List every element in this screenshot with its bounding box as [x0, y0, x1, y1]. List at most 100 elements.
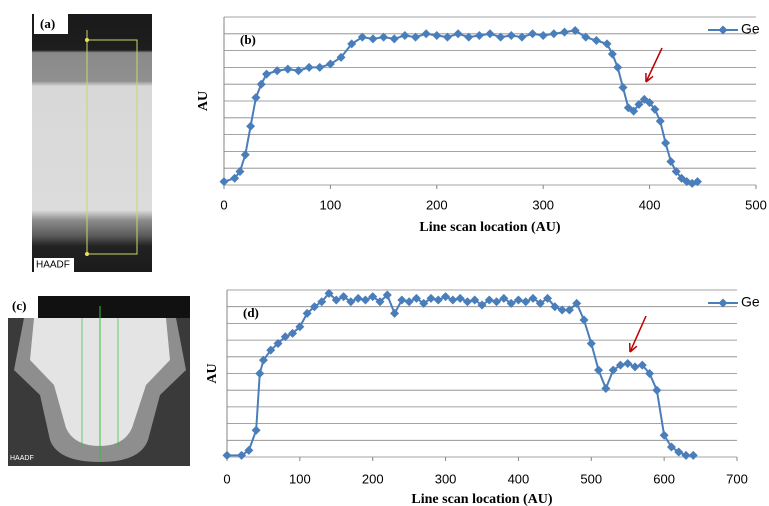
data-point [692, 177, 702, 187]
data-point [549, 29, 559, 39]
data-point [237, 450, 247, 460]
annotation-arrowhead [645, 72, 654, 83]
data-point [652, 385, 662, 395]
data-point [543, 293, 553, 303]
data-point [295, 322, 305, 332]
data-point [455, 293, 465, 303]
x-tick-label: 100 [289, 471, 311, 486]
chart-title: (b) [240, 32, 256, 47]
data-point [379, 32, 389, 42]
data-point [404, 297, 414, 307]
data-point [462, 297, 472, 307]
data-point [235, 167, 245, 177]
x-axis-label: Line scan location (AU) [411, 492, 553, 506]
data-point [315, 62, 325, 72]
legend-marker [718, 298, 728, 308]
data-point [309, 302, 319, 312]
data-point [474, 30, 484, 40]
x-axis-label: Line scan location (AU) [419, 220, 561, 235]
annotation-arrow [645, 47, 663, 83]
data-point [244, 445, 254, 455]
data-point [591, 36, 601, 46]
data-point [382, 290, 392, 300]
data-point [521, 297, 531, 307]
data-point [645, 369, 655, 378]
x-tick-label: 200 [362, 471, 384, 486]
data-point [618, 83, 628, 93]
data-point [360, 295, 370, 305]
legend-label: Ge [741, 294, 760, 310]
data-point [655, 116, 665, 126]
data-point [251, 93, 261, 103]
x-tick-label: 300 [532, 197, 554, 212]
panel-label: (a) [40, 16, 55, 31]
data-point [666, 442, 676, 452]
data-point [258, 355, 268, 365]
data-point [251, 425, 261, 435]
data-point [453, 29, 463, 39]
data-point [317, 297, 327, 307]
data-point [645, 98, 655, 108]
data-point [499, 293, 509, 303]
data-point [230, 173, 240, 183]
x-tick-label: 500 [580, 471, 602, 486]
data-point [256, 79, 266, 89]
data-point [602, 39, 612, 49]
data-point [280, 332, 290, 342]
data-point [681, 450, 691, 460]
data-point [517, 32, 527, 42]
data-point [347, 39, 357, 49]
image-c [8, 296, 190, 466]
data-point [421, 29, 431, 39]
data-line [227, 291, 694, 457]
data-point [272, 66, 282, 76]
image-caption: HAADF [36, 260, 70, 271]
chart-title: (d) [243, 305, 259, 320]
x-tick-label: 600 [653, 471, 675, 486]
data-point [368, 292, 378, 302]
data-point [559, 27, 569, 37]
data-point [550, 302, 560, 312]
x-tick-label: 700 [726, 471, 748, 486]
data-point [484, 295, 494, 305]
legend-label: Ge [741, 21, 760, 37]
data-point [634, 99, 644, 109]
data-point [477, 300, 487, 310]
y-axis-label: AU [196, 91, 211, 111]
x-tick-label: 200 [426, 197, 448, 212]
data-point [608, 365, 618, 375]
data-point [288, 328, 298, 338]
data-point [389, 34, 399, 44]
x-tick-label: 0 [220, 197, 227, 212]
data-point [304, 62, 314, 72]
data-point [528, 293, 538, 303]
data-point [448, 295, 458, 305]
data-point [419, 298, 429, 308]
data-point [513, 295, 523, 305]
data-point [688, 450, 698, 460]
legend-marker [718, 25, 728, 35]
data-point [441, 292, 451, 302]
data-point [219, 177, 229, 187]
data-point [492, 297, 502, 307]
data-point [557, 305, 567, 315]
data-point [601, 384, 611, 394]
data-point [506, 298, 516, 308]
data-point [630, 362, 640, 372]
data-point [637, 360, 647, 370]
data-point [659, 430, 669, 440]
data-point [594, 365, 604, 375]
x-tick-label: 0 [223, 471, 230, 486]
x-tick-label: 300 [435, 471, 457, 486]
data-point [671, 167, 681, 177]
data-point [528, 29, 538, 39]
data-point [607, 49, 617, 59]
data-point [346, 297, 356, 307]
image-a [32, 14, 152, 272]
data-point [666, 156, 676, 166]
data-point [246, 121, 256, 131]
data-point [496, 32, 506, 42]
data-point [397, 295, 407, 305]
data-point [331, 295, 341, 305]
data-point [325, 59, 335, 69]
